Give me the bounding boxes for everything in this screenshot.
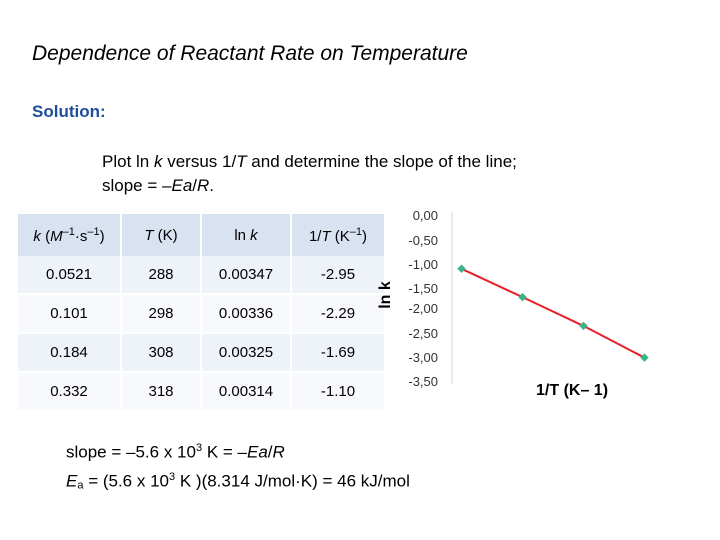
header-part: ln <box>234 226 251 244</box>
intro-text-part: / <box>192 176 198 195</box>
header-part: k <box>250 226 258 244</box>
intro-text-part: slope = – <box>102 176 172 195</box>
header-part: ) <box>362 227 368 245</box>
table-cell: -1.69 <box>290 332 384 372</box>
intro-text-part: k <box>153 152 163 171</box>
y-tick-label: -1,00 <box>408 257 438 272</box>
header-part: (K) <box>153 226 178 244</box>
table-row: 0.332 318 0.00314 -1.10 <box>18 371 384 410</box>
table-cell: -2.29 <box>290 293 384 333</box>
table-cell: 0.00325 <box>200 332 291 372</box>
table-cell: 0.00336 <box>200 293 291 333</box>
intro-text-part: . <box>209 176 215 195</box>
y-tick-label: -2,50 <box>408 326 438 341</box>
intro-text-part: versus 1/ <box>162 152 237 171</box>
header-part: ( <box>40 227 51 245</box>
table-cell: 308 <box>120 332 201 372</box>
y-tick-label: -1,50 <box>408 281 438 296</box>
table-row: 0.0521 288 0.00347 -2.95 <box>18 256 384 294</box>
table-row: 0.184 308 0.00325 -1.69 <box>18 332 384 372</box>
header-rate-constant: k (M–1·s–1) <box>18 214 121 256</box>
header-ln-k: ln k <box>200 214 291 256</box>
result-part: R <box>272 442 285 462</box>
header-inverse-temperature: 1/T (K–1) <box>290 214 384 256</box>
intro-text-part: R <box>197 176 210 195</box>
table-cell: 0.00314 <box>200 371 291 410</box>
header-part: –1 <box>62 225 75 238</box>
table-header-row: k (M–1·s–1) T (K) ln k 1/T (K–1) <box>18 214 384 256</box>
y-tick-label: -3,50 <box>408 374 438 389</box>
result-part: a <box>77 479 84 492</box>
data-point <box>457 264 466 274</box>
table-cell: 0.101 <box>18 293 121 333</box>
header-temperature: T (K) <box>120 214 201 256</box>
header-part: 1/ <box>308 227 322 245</box>
solution-label: Solution: <box>32 102 106 121</box>
table-cell: 288 <box>120 256 201 294</box>
table-cell: 0.00347 <box>200 256 291 294</box>
result-part: 3 <box>169 470 176 483</box>
x-axis-label: 1/T (K– 1) <box>536 382 609 399</box>
data-point <box>640 353 649 362</box>
table-cell: 0.0521 <box>18 256 121 294</box>
header-part: –1 <box>87 225 100 238</box>
result-part: / <box>267 442 273 462</box>
intro-text-part: and determine the slope of the line; <box>246 152 517 171</box>
result-part: slope = –5.6 x 10 <box>66 442 196 462</box>
header-part: ·s <box>74 227 88 245</box>
header-part: –1 <box>349 225 363 238</box>
intro-text-part: Plot ln <box>102 152 154 171</box>
data-table: k (M–1·s–1) T (K) ln k 1/T (K–1) 0.0521 … <box>18 214 384 410</box>
result-text: slope = –5.6 x 103 K = –Ea/R Ea = (5.6 x… <box>66 436 410 497</box>
intro-text-part: Ea <box>171 176 193 195</box>
series-line <box>461 267 645 359</box>
result-part: K = – <box>202 442 247 462</box>
table-cell: 318 <box>120 371 201 410</box>
plot-marks <box>457 264 649 362</box>
header-part: k <box>33 227 41 245</box>
intro-text-part: T <box>236 152 247 171</box>
y-tick-label: -2,00 <box>408 301 438 316</box>
y-tick-label: -3,00 <box>408 350 438 365</box>
result-part: = (5.6 x 10 <box>83 471 169 491</box>
result-part: 3 <box>195 442 203 454</box>
y-tick-label: -0,50 <box>408 233 438 248</box>
table-cell: 0.332 <box>18 371 121 410</box>
slide-title: Dependence of Reactant Rate on Temperatu… <box>32 42 468 65</box>
y-tick-label: 0,00 <box>412 208 438 223</box>
header-part: T <box>321 227 331 245</box>
result-part: K )(8.314 J/mol·K) = 46 kJ/mol <box>175 471 410 491</box>
table-cell: 0.184 <box>18 332 121 372</box>
header-part: M <box>50 227 63 245</box>
table-cell: 298 <box>120 293 201 333</box>
intro-text: Plot ln k versus 1/T and determine the s… <box>102 150 622 198</box>
table-row: 0.101 298 0.00336 -2.29 <box>18 293 384 333</box>
header-part: ) <box>99 227 105 245</box>
data-point <box>518 292 527 302</box>
table-cell: -1.10 <box>290 371 384 410</box>
result-part: Ea <box>246 442 268 462</box>
result-part: E <box>66 471 78 491</box>
header-part: T <box>144 226 154 244</box>
table-cell: -2.95 <box>290 256 384 294</box>
header-part: (K <box>330 227 350 245</box>
data-point <box>579 321 588 331</box>
